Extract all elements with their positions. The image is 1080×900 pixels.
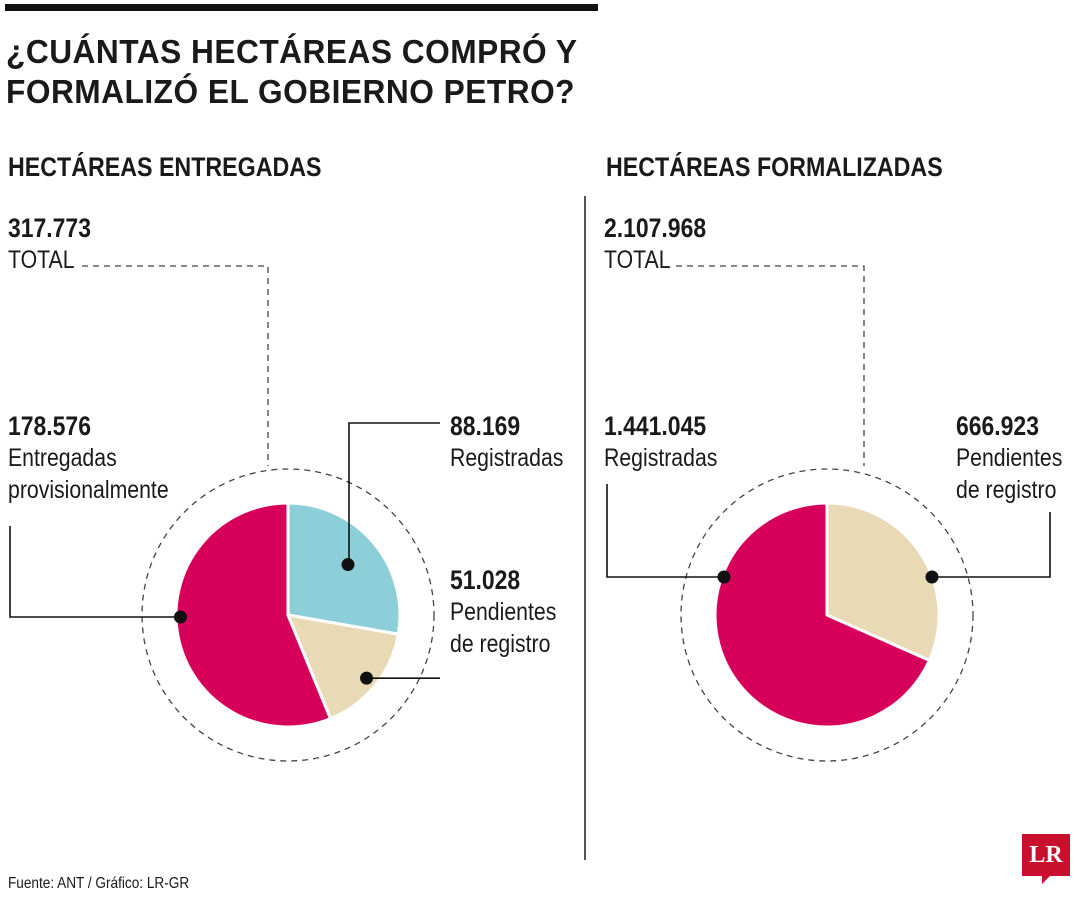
chart-2-slice-text: de registro xyxy=(956,476,1057,504)
chart-2-total-label: TOTAL xyxy=(604,246,671,274)
chart-2-leader-pendientes xyxy=(932,512,1051,578)
chart-2-total: 2.107.968 TOTAL xyxy=(604,212,706,276)
chart-1-slice-entregadas-provisionalmente xyxy=(174,501,333,729)
column-divider xyxy=(584,196,586,860)
chart-1-dot-pendientes xyxy=(360,671,374,685)
chart-2-slice-label-registradas: 1.441.045 Registradas xyxy=(604,410,717,474)
chart-2-total-value: 2.107.968 xyxy=(604,213,707,243)
title-line-1: ¿CUÁNTAS HECTÁREAS COMPRÓ Y xyxy=(6,33,578,70)
chart-2-total-connector xyxy=(676,265,865,466)
chart-1-total-label: TOTAL xyxy=(8,246,75,274)
chart-2-title: HECTÁREAS FORMALIZADAS xyxy=(606,152,943,182)
chart-1-slice-text: Registradas xyxy=(450,444,564,472)
chart-1-total: 317.773 TOTAL xyxy=(8,212,91,276)
chart-2-slice-value: 1.441.045 xyxy=(604,411,707,441)
chart-2-slice-label-pendientes: 666.923 Pendientes de registro xyxy=(956,410,1062,506)
chart-2-slice-pendientes-de-registro xyxy=(825,501,941,662)
chart-1-total-value: 317.773 xyxy=(8,213,91,243)
chart-1-slice-label-registradas: 88.169 Registradas xyxy=(450,410,563,474)
chart-1-slice-text: Pendientes xyxy=(450,598,557,626)
chart-2-slice-registradas xyxy=(713,501,931,729)
top-rule xyxy=(5,4,598,11)
chart-1-dot-registradas xyxy=(341,558,355,572)
chart-2-slice-text: Registradas xyxy=(604,444,718,472)
lr-logo-tail xyxy=(1042,874,1052,884)
chart-1-title: HECTÁREAS ENTREGADAS xyxy=(8,152,322,182)
chart-1-slice-label-provisional: 178.576 Entregadas provisionalmente xyxy=(8,410,169,506)
chart-1-slice-value: 51.028 xyxy=(450,565,521,595)
chart-2-slice-text: Pendientes xyxy=(956,444,1063,472)
chart-2-slice-value: 666.923 xyxy=(956,411,1039,441)
title-line-2: FORMALIZÓ EL GOBIERNO PETRO? xyxy=(6,73,576,110)
chart-1-slice-text: de registro xyxy=(450,630,551,658)
chart-1-dashed-ring xyxy=(141,468,435,762)
chart-1-total-connector xyxy=(82,265,269,466)
chart-1-slice-value: 88.169 xyxy=(450,411,521,441)
chart-2-dashed-ring xyxy=(680,468,974,762)
chart-1-leader-provisional xyxy=(9,526,181,618)
chart-2-dot-pendientes xyxy=(925,570,939,584)
chart-2-leader-registradas xyxy=(606,484,724,578)
chart-1-slice-pendientes-de-registro xyxy=(286,613,400,721)
chart-2-dot-registradas xyxy=(717,570,731,584)
page-title: ¿CUÁNTAS HECTÁREAS COMPRÓ Y FORMALIZÓ EL… xyxy=(6,32,678,112)
source-footer: Fuente: ANT / Gráfico: LR-GR xyxy=(8,875,190,892)
lr-logo: LR xyxy=(1022,834,1070,876)
chart-1-slice-value: 178.576 xyxy=(8,411,91,441)
chart-1-slice-label-pendientes: 51.028 Pendientes de registro xyxy=(450,564,556,660)
chart-1-dot-provisional xyxy=(173,610,187,624)
chart-1-slice-text: Entregadas xyxy=(8,444,117,472)
chart-1-slice-text: provisionalmente xyxy=(8,476,169,504)
